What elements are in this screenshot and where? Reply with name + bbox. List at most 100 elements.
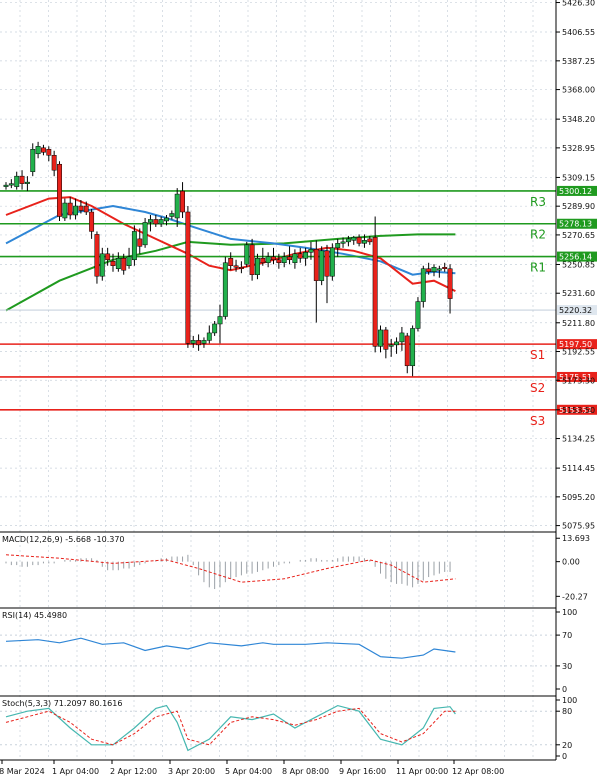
- candle-body: [351, 237, 357, 241]
- time-tick-label: 5 Apr 04:00: [225, 767, 272, 776]
- level-price-tag: [557, 339, 597, 350]
- candle-body: [260, 258, 266, 264]
- price-tick-label: 5075.95: [562, 522, 595, 531]
- price-tick-label: 5095.20: [562, 493, 595, 502]
- candle-body: [255, 258, 260, 275]
- level-label-s2: S2: [530, 381, 545, 395]
- candle-body: [62, 202, 68, 219]
- candle-body: [14, 175, 20, 187]
- candle-body: [30, 149, 36, 172]
- candle-body: [378, 329, 383, 347]
- time-tick-label: 1 Apr 04:00: [52, 767, 99, 776]
- candle-body: [83, 205, 89, 213]
- macd-title: MACD(12,26,9) -5.668 -10.370: [2, 535, 125, 544]
- candle-body: [67, 202, 73, 216]
- candle-body: [233, 265, 239, 268]
- price-tick-label: 5192.55: [562, 348, 595, 357]
- candle-body: [399, 332, 405, 343]
- candle-body: [292, 253, 298, 264]
- stoch-signal-line: [5, 707, 456, 746]
- candle-body: [121, 258, 127, 271]
- price-tick-label: 5211.80: [562, 319, 595, 328]
- candle-body: [372, 237, 378, 347]
- candle-body: [110, 261, 116, 266]
- time-tick-label: 28 Mar 2024: [0, 767, 45, 776]
- candle-body: [142, 222, 148, 246]
- macd-tick-label: -20.27: [562, 592, 588, 601]
- current-price-label: 5220.32: [559, 306, 592, 315]
- level-price-tag-label: 5300.12: [559, 187, 592, 196]
- rsi-line: [5, 637, 456, 659]
- candle-body: [46, 149, 52, 156]
- level-price-tag: [557, 371, 597, 382]
- candle-body: [35, 146, 41, 155]
- price-tick-label: 5134.25: [562, 435, 595, 444]
- level-label-r3: R3: [530, 195, 546, 209]
- candle-body: [217, 316, 223, 325]
- price-tick-label: 5153.50: [562, 406, 595, 415]
- price-tick-label: 5309.15: [562, 173, 595, 182]
- stoch-tick-label: 20: [562, 741, 572, 750]
- candle-body: [362, 240, 367, 244]
- candle-body: [190, 340, 196, 344]
- level-price-tag-label: 5153.52: [559, 406, 592, 415]
- support-resistance-levels: R3 5300.12 R2 5278.13 R1 5256.14 S1 5197.50 S2 51…: [0, 185, 597, 428]
- price-tick-label: 5289.90: [562, 202, 595, 211]
- candle-body: [212, 323, 218, 334]
- candle-body: [324, 250, 330, 277]
- candle-body: [281, 256, 287, 264]
- price-tick-label: 5270.65: [562, 231, 595, 240]
- level-price-tag: [557, 404, 597, 415]
- candle-body: [442, 266, 448, 269]
- candle-body: [153, 219, 159, 225]
- candle-body: [41, 147, 46, 153]
- candle-body: [196, 340, 202, 346]
- price-tick-label: 5231.60: [562, 289, 595, 298]
- candle-body: [436, 268, 442, 271]
- current-price-tag: [557, 305, 597, 316]
- candle-body: [383, 329, 389, 350]
- time-tick-label: 3 Apr 20:00: [168, 767, 215, 776]
- level-label-r2: R2: [530, 228, 546, 242]
- level-label-r1: R1: [530, 261, 546, 275]
- candle-body: [19, 175, 25, 184]
- stoch-tick-label: 0: [562, 752, 567, 761]
- candle-body: [105, 253, 111, 261]
- level-price-tag-label: 5278.13: [559, 220, 592, 229]
- macd-tick-label: 13.693: [562, 534, 590, 543]
- candle-body: [89, 211, 95, 232]
- stoch-tick-label: 80: [562, 707, 572, 716]
- candle-body: [297, 253, 303, 259]
- candle-body: [180, 190, 186, 213]
- candle-body: [345, 238, 351, 243]
- candle-body: [51, 155, 57, 171]
- price-tick-label: 5368.00: [562, 86, 595, 95]
- time-axis: 28 Mar 2024 1 Apr 04:00 2 Apr 12:00 3 Apr 2…: [0, 759, 556, 776]
- candle-body: [57, 163, 62, 217]
- level-price-tag: [557, 251, 597, 262]
- candle-body: [115, 258, 121, 269]
- candle-body: [410, 328, 416, 367]
- candle-body: [319, 250, 325, 281]
- level-label-s1: S1: [530, 348, 545, 362]
- price-tick-label: 5387.25: [562, 57, 595, 66]
- rsi-tick-label: 0: [562, 685, 567, 694]
- stoch-tick-label: 100: [562, 696, 577, 705]
- rsi-tick-label: 70: [562, 631, 572, 640]
- candle-body: [426, 268, 432, 272]
- candle-body: [329, 247, 335, 277]
- price-tick-label: 5348.20: [562, 115, 595, 124]
- level-price-tag: [557, 218, 597, 229]
- time-tick-label: 9 Apr 16:00: [339, 767, 386, 776]
- rsi-title: RSI(14) 45.4980: [2, 611, 67, 620]
- level-price-tag-label: 5175.51: [559, 373, 592, 382]
- indicator-panels: MACD(12,26,9) -5.668 -10.370 13.693 0.00 -2…: [0, 531, 590, 761]
- candle-body: [249, 244, 255, 275]
- candle-body: [185, 211, 191, 344]
- candle-body: [388, 344, 394, 347]
- rsi-tick-label: 30: [562, 662, 572, 671]
- candle-body: [99, 253, 105, 277]
- candle-body: [164, 217, 169, 222]
- candle-body: [335, 243, 341, 249]
